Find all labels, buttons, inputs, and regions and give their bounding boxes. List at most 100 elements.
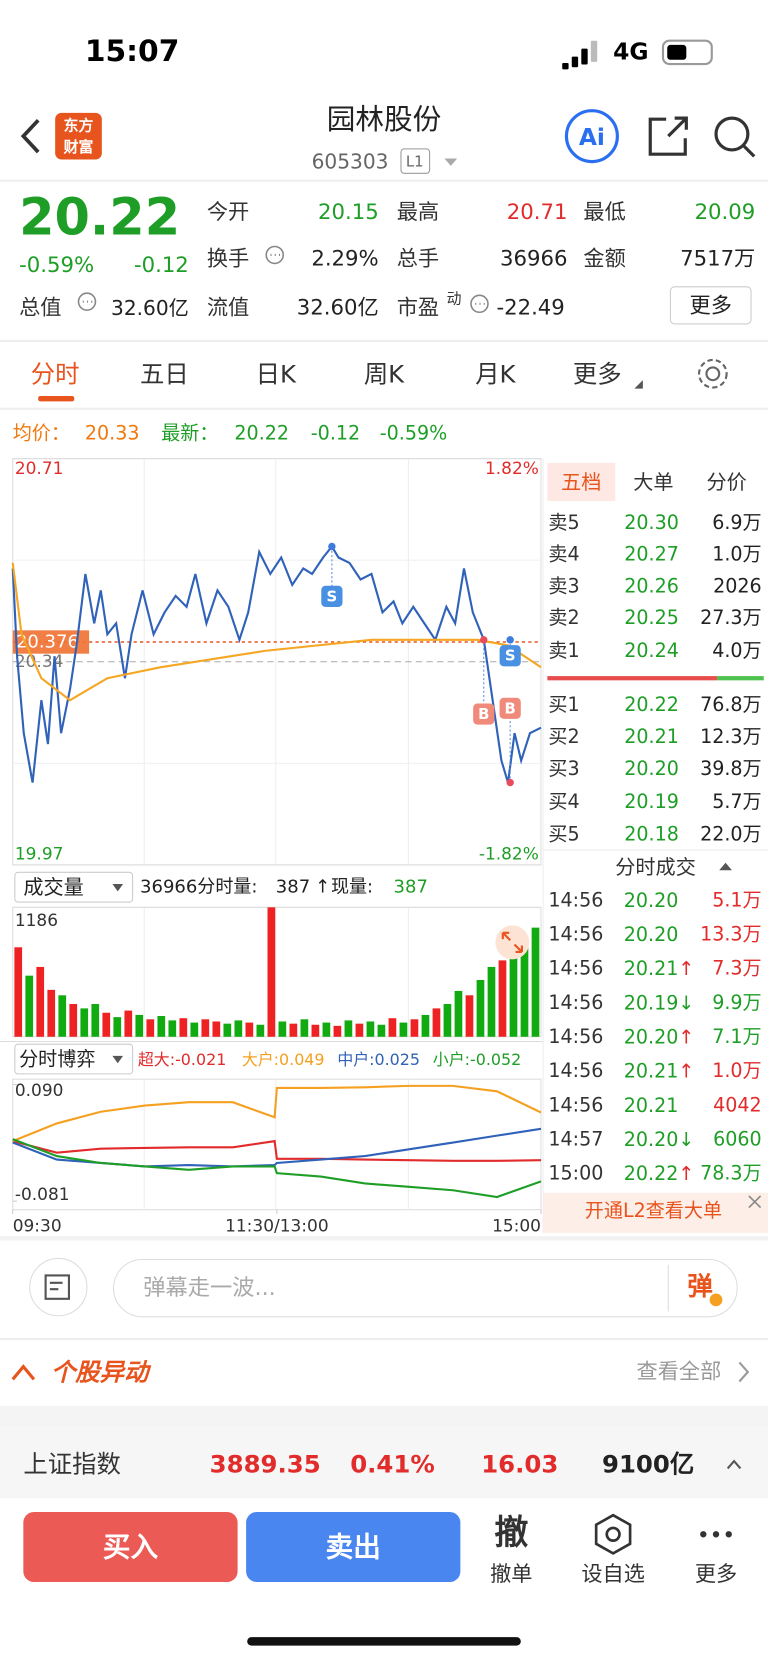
legend-name: 大户:	[242, 1050, 279, 1069]
field-value: 20.15	[318, 200, 379, 225]
danmu-check	[709, 1293, 723, 1307]
legend-value: -0.052	[470, 1050, 521, 1069]
toolbar-label[interactable]: 撤单	[490, 1562, 532, 1587]
change-pct: -0.59%	[380, 422, 448, 445]
trade-badge	[321, 585, 343, 607]
book-price: 20.21	[624, 725, 679, 748]
volume-bar	[267, 907, 276, 1037]
buy-button[interactable]	[23, 1511, 238, 1582]
volume-bar	[487, 966, 496, 1037]
y-tick-label: -0.081	[15, 1185, 70, 1205]
level: L1	[406, 153, 424, 171]
sell-button[interactable]	[246, 1511, 461, 1582]
tab[interactable]: 五日	[140, 359, 189, 388]
legend-entry: 小户:-0.052	[433, 1050, 521, 1069]
battery-level	[667, 44, 687, 60]
trade-badge-label: S	[505, 647, 516, 665]
book-tab[interactable]: 大单	[633, 470, 673, 494]
trade-time: 15:00	[548, 1162, 603, 1185]
book-price: 20.20	[624, 757, 679, 780]
field-value: 36966	[500, 247, 567, 272]
section-gap	[0, 1405, 768, 1428]
tab[interactable]: 月K	[475, 359, 516, 388]
more-button[interactable]	[669, 286, 752, 325]
trade-price-value: 20.22	[624, 1162, 679, 1185]
book-volume: 5.7万	[712, 790, 761, 813]
level-box	[400, 148, 431, 174]
logo-text: 财富	[64, 138, 94, 156]
volume-bar	[113, 1017, 122, 1037]
trade-volume: 78.3万	[700, 1162, 762, 1185]
index-bar[interactable]	[0, 1427, 768, 1499]
danmu-glyph	[44, 1274, 71, 1300]
tab[interactable]: 更多	[573, 359, 622, 388]
trade-price-value: 20.20	[624, 888, 679, 911]
more-label: 更多	[690, 293, 732, 318]
volume-bar	[443, 1004, 452, 1037]
share-icon[interactable]	[648, 116, 688, 156]
trade-price: 20.20	[624, 923, 679, 946]
trade-volume: 1.0万	[712, 1059, 761, 1082]
tab[interactable]: 日K	[256, 359, 297, 388]
trade-price: 20.22↑	[624, 1162, 695, 1185]
tab[interactable]: 周K	[364, 359, 405, 388]
y2-tick-label: 1.82%	[485, 459, 539, 479]
danmu-input[interactable]	[112, 1258, 738, 1318]
field-value: 2.29%	[311, 247, 378, 272]
book-label: 卖4	[548, 543, 579, 566]
book-label: 卖2	[548, 606, 579, 629]
book-price: 20.25	[624, 606, 679, 629]
trade-badge-label: B	[505, 699, 516, 717]
dropdown	[444, 158, 458, 166]
ratio-bar-sell	[717, 676, 764, 681]
close-icon	[748, 1195, 762, 1209]
toolbar-label[interactable]: 更多	[695, 1562, 737, 1587]
danmu-button[interactable]: 弹	[687, 1272, 712, 1302]
trade-price-value: 20.20	[624, 923, 679, 946]
book-tab[interactable]: 分价	[706, 470, 746, 494]
book-price: 20.30	[624, 511, 679, 534]
banner-bg[interactable]	[543, 1192, 768, 1234]
panel-title: 分时博弈	[19, 1048, 95, 1071]
settings-icon[interactable]	[697, 358, 728, 389]
trade-price-value: 20.20	[624, 1025, 679, 1048]
selector-box[interactable]	[14, 871, 134, 903]
y-tick-label: 20.71	[15, 459, 64, 479]
book-price: 20.26	[624, 574, 679, 597]
expand-button[interactable]	[495, 925, 530, 960]
selector-box[interactable]	[14, 1043, 134, 1075]
tab-active-bg	[547, 462, 616, 502]
toolbar-label[interactable]: 设自选	[581, 1562, 645, 1587]
book-volume: 22.0万	[700, 823, 762, 846]
book-price: 20.18	[624, 823, 679, 846]
y2-tick-label: -1.82%	[479, 844, 539, 864]
trade-badge	[473, 703, 495, 725]
volume-bar	[454, 990, 463, 1037]
panel-title: 成交量	[23, 875, 83, 899]
back-icon[interactable]	[20, 118, 40, 154]
book-tab[interactable]: 五档	[561, 470, 601, 494]
signal-bar	[590, 40, 598, 62]
now-label: 现量:	[331, 877, 373, 898]
tab[interactable]: 分时	[31, 359, 80, 388]
volume-bar	[421, 1014, 430, 1037]
trade-direction: ↓	[678, 1128, 694, 1151]
info-icon	[77, 292, 97, 311]
field-value: 32.60亿	[297, 296, 379, 321]
flow-line	[12, 1084, 542, 1143]
trade-price: 20.20↑	[624, 1025, 695, 1048]
buy-label: 买入	[103, 1530, 159, 1563]
search-icon[interactable]	[714, 116, 756, 158]
alerts-link[interactable]: 查看全部	[637, 1359, 722, 1384]
trade-price-value: 20.21	[624, 957, 679, 980]
more-dot	[700, 1531, 707, 1538]
stock-code: 605303	[312, 150, 389, 174]
volume-bar	[531, 927, 540, 1037]
trade-point	[328, 542, 336, 551]
change: -0.12	[134, 253, 189, 278]
danmu-icon[interactable]	[29, 1257, 88, 1317]
ai-button[interactable]	[564, 109, 619, 164]
section-gap	[0, 1236, 768, 1241]
